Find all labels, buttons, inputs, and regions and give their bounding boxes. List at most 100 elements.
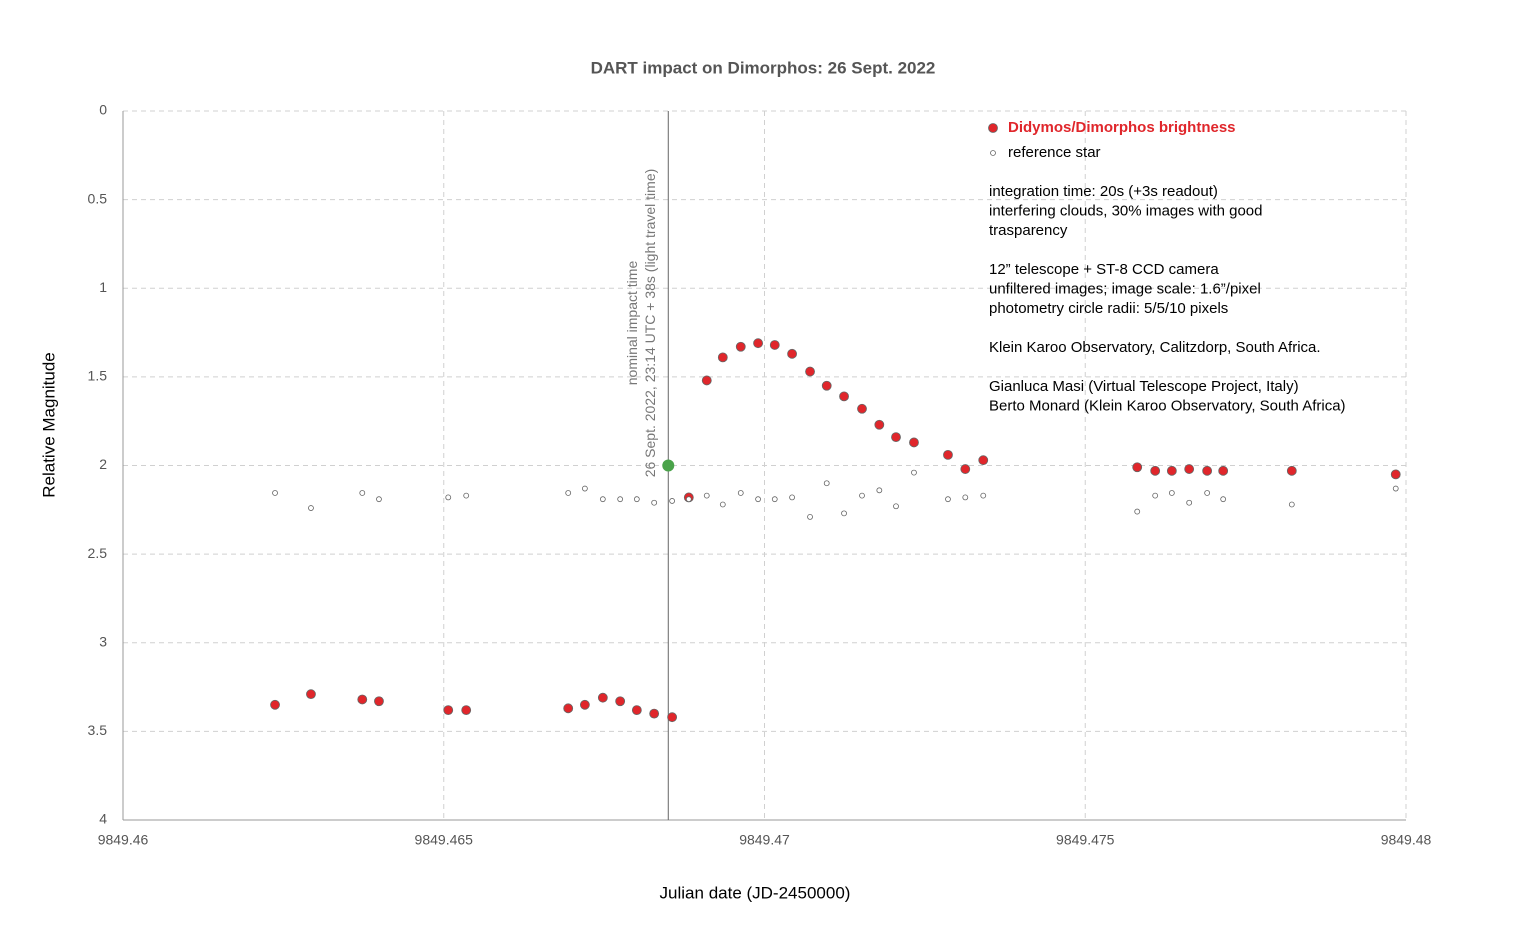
data-point (839, 391, 849, 402)
x-axis-label: Julian date (JD-2450000) (660, 883, 851, 902)
data-point (1166, 465, 1177, 476)
data-point (841, 510, 847, 517)
data-point (1390, 469, 1401, 480)
data-point (1150, 465, 1161, 476)
data-point (755, 496, 761, 503)
note: Klein Karoo Observatory, Calitzdorp, Sou… (989, 339, 1321, 356)
data-point (1152, 492, 1159, 499)
data-point (943, 449, 953, 460)
data-point (445, 494, 452, 501)
data-point (461, 705, 472, 716)
note: Berto Monard (Klein Karoo Observatory, S… (989, 397, 1346, 414)
impact-label: nominal impact time (624, 261, 640, 386)
data-point (1132, 462, 1143, 473)
data-point (617, 496, 624, 503)
data-point (769, 340, 780, 350)
data-point (1186, 499, 1193, 506)
data-point (667, 712, 678, 723)
data-point (374, 696, 384, 707)
data-point (443, 705, 454, 716)
data-point (823, 480, 830, 487)
data-point (651, 499, 658, 506)
note: Gianluca Masi (Virtual Telescope Project… (989, 378, 1299, 395)
data-point (581, 485, 588, 492)
data-point (597, 692, 608, 703)
data-point (1218, 465, 1229, 476)
data-point (909, 437, 919, 448)
data-point (649, 708, 660, 719)
data-point (737, 490, 744, 496)
data-point (893, 503, 899, 510)
note: trasparency (989, 222, 1068, 239)
note: integration time: 20s (+3s readout) (989, 183, 1218, 200)
y-tick-label: 4 (99, 811, 107, 827)
data-point (821, 380, 832, 391)
legend-label: reference star (1008, 144, 1101, 161)
x-tick-label: 9849.48 (1381, 832, 1432, 848)
data-point (270, 699, 280, 710)
y-tick-label: 3 (99, 633, 107, 649)
data-point (960, 464, 971, 474)
data-point (272, 490, 278, 496)
data-point (911, 469, 917, 476)
data-point (359, 490, 366, 496)
chart-title: DART impact on Dimorphos: 26 Sept. 2022 (591, 58, 936, 77)
y-tick-label: 1 (99, 279, 107, 295)
data-point (1184, 464, 1195, 474)
data-point (306, 689, 316, 700)
data-point (669, 498, 676, 504)
legend-label: Didymos/Dimorphos brightness (1008, 119, 1236, 136)
data-point (565, 490, 572, 496)
data-point (1220, 496, 1227, 503)
data-point (891, 432, 901, 443)
data-point (1134, 508, 1141, 515)
data-point (719, 501, 726, 508)
data-point (978, 455, 989, 466)
data-point (1392, 485, 1399, 492)
data-point (805, 366, 815, 377)
impact-label: 26 Sept. 2022, 23:14 UTC + 38s (light tr… (642, 169, 658, 478)
x-tick-label: 9849.46 (98, 832, 149, 848)
data-point (876, 487, 883, 494)
data-point (1286, 465, 1297, 476)
data-point (771, 496, 778, 503)
data-point (599, 496, 606, 503)
data-point (376, 496, 382, 503)
data-point (962, 494, 969, 501)
note: 12” telescope + ST-8 CCD camera (989, 261, 1219, 278)
y-axis-label: Relative Magnitude (39, 352, 58, 498)
y-tick-label: 3.5 (88, 722, 108, 738)
note: interfering clouds, 30% images with good (989, 202, 1263, 219)
data-point (563, 703, 574, 714)
impact-point (662, 459, 675, 472)
x-tick-label: 9849.465 (415, 832, 474, 848)
data-point (1202, 465, 1213, 476)
data-point (615, 696, 626, 707)
data-point (980, 492, 987, 499)
data-point (1168, 490, 1175, 496)
data-point (857, 403, 867, 414)
data-point (701, 375, 712, 386)
data-point (703, 492, 710, 499)
x-tick-label: 9849.47 (739, 832, 790, 848)
data-point (735, 341, 746, 352)
data-point (789, 494, 795, 501)
data-point (633, 496, 640, 503)
data-point (463, 492, 470, 499)
data-point (685, 496, 692, 503)
legend-symbol (990, 150, 996, 156)
note: unfiltered images; image scale: 1.6”/pix… (989, 280, 1261, 297)
y-tick-label: 0.5 (88, 190, 108, 206)
y-tick-label: 0 (99, 102, 107, 118)
x-tick-label: 9849.475 (1056, 832, 1115, 848)
note: photometry circle radii: 5/5/10 pixels (989, 300, 1228, 317)
data-point (807, 514, 813, 520)
data-point (945, 496, 951, 503)
data-point (308, 505, 314, 511)
data-point (859, 492, 865, 499)
data-point (631, 705, 642, 716)
data-point (579, 699, 590, 710)
y-tick-label: 2.5 (88, 545, 108, 561)
y-tick-label: 2 (99, 456, 107, 472)
